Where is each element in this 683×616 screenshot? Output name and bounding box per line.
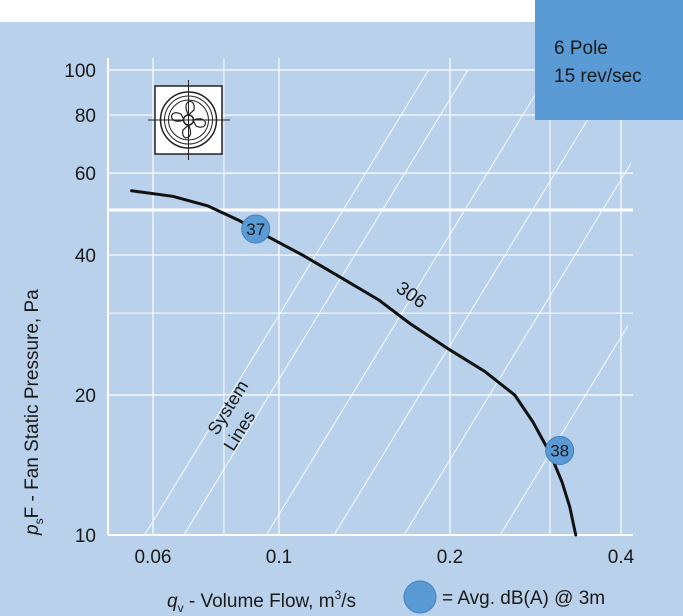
chart-top-strip <box>0 0 683 22</box>
y-tick-label: 40 <box>75 246 96 267</box>
info-box <box>535 0 683 120</box>
system-line-3 <box>265 69 551 536</box>
x-axis-sub: v <box>178 601 184 615</box>
y-axis-label: psF - Fan Static Pressure, Pa <box>22 289 46 536</box>
y-tick-label: 20 <box>75 386 96 407</box>
legend-text: = Avg. dB(A) @ 3m <box>442 588 605 609</box>
svg-text:qv - Volume Flow, m3/s: qv - Volume Flow, m3/s <box>167 588 356 615</box>
system-line-1 <box>144 69 430 536</box>
system-lines-layer <box>144 69 632 536</box>
y-axis-text: F - Fan Static Pressure, Pa <box>22 289 43 519</box>
system-line-2 <box>183 69 469 536</box>
y-tick-label: 100 <box>64 61 96 82</box>
x-axis-var: q <box>167 591 178 612</box>
sound-marker-label-38: 38 <box>550 441 569 460</box>
x-axis-label: qv - Volume Flow, m3/s <box>167 588 356 615</box>
sound-marker-38 <box>545 435 575 465</box>
sound-marker-label-37: 37 <box>246 220 265 239</box>
system-line-5 <box>403 162 632 536</box>
legend-marker <box>403 580 437 614</box>
x-axis-sup: 3 <box>335 588 342 602</box>
x-tick-label: 0.2 <box>437 547 463 568</box>
y-tick-label: 10 <box>75 526 96 547</box>
y-tick-label: 80 <box>75 106 96 127</box>
info-box-line2: 15 rev/sec <box>554 66 642 87</box>
x-tick-label: 0.4 <box>608 547 635 568</box>
svg-text:psF - Fan Static Pressure, Pa: psF - Fan Static Pressure, Pa <box>22 289 46 536</box>
x-axis-unit: /s <box>341 591 356 612</box>
info-box-line1: 6 Pole <box>554 38 608 59</box>
system-line-4 <box>333 69 619 536</box>
y-axis-sub: s <box>32 518 46 524</box>
sound-marker-37 <box>241 214 271 244</box>
x-axis-text: - Volume Flow, m <box>184 591 335 612</box>
x-tick-label: 0.1 <box>266 547 292 568</box>
system-line-6 <box>499 325 629 536</box>
x-tick-label: 0.06 <box>134 547 171 568</box>
fan-icon <box>148 80 230 160</box>
marker-layer: 37 38 <box>241 214 575 465</box>
y-axis-var: p <box>22 524 43 536</box>
tick-layer: 10 20 40 60 80 100 0.06 0.1 0.2 0.4 <box>64 61 634 568</box>
y-tick-label: 60 <box>75 164 96 185</box>
